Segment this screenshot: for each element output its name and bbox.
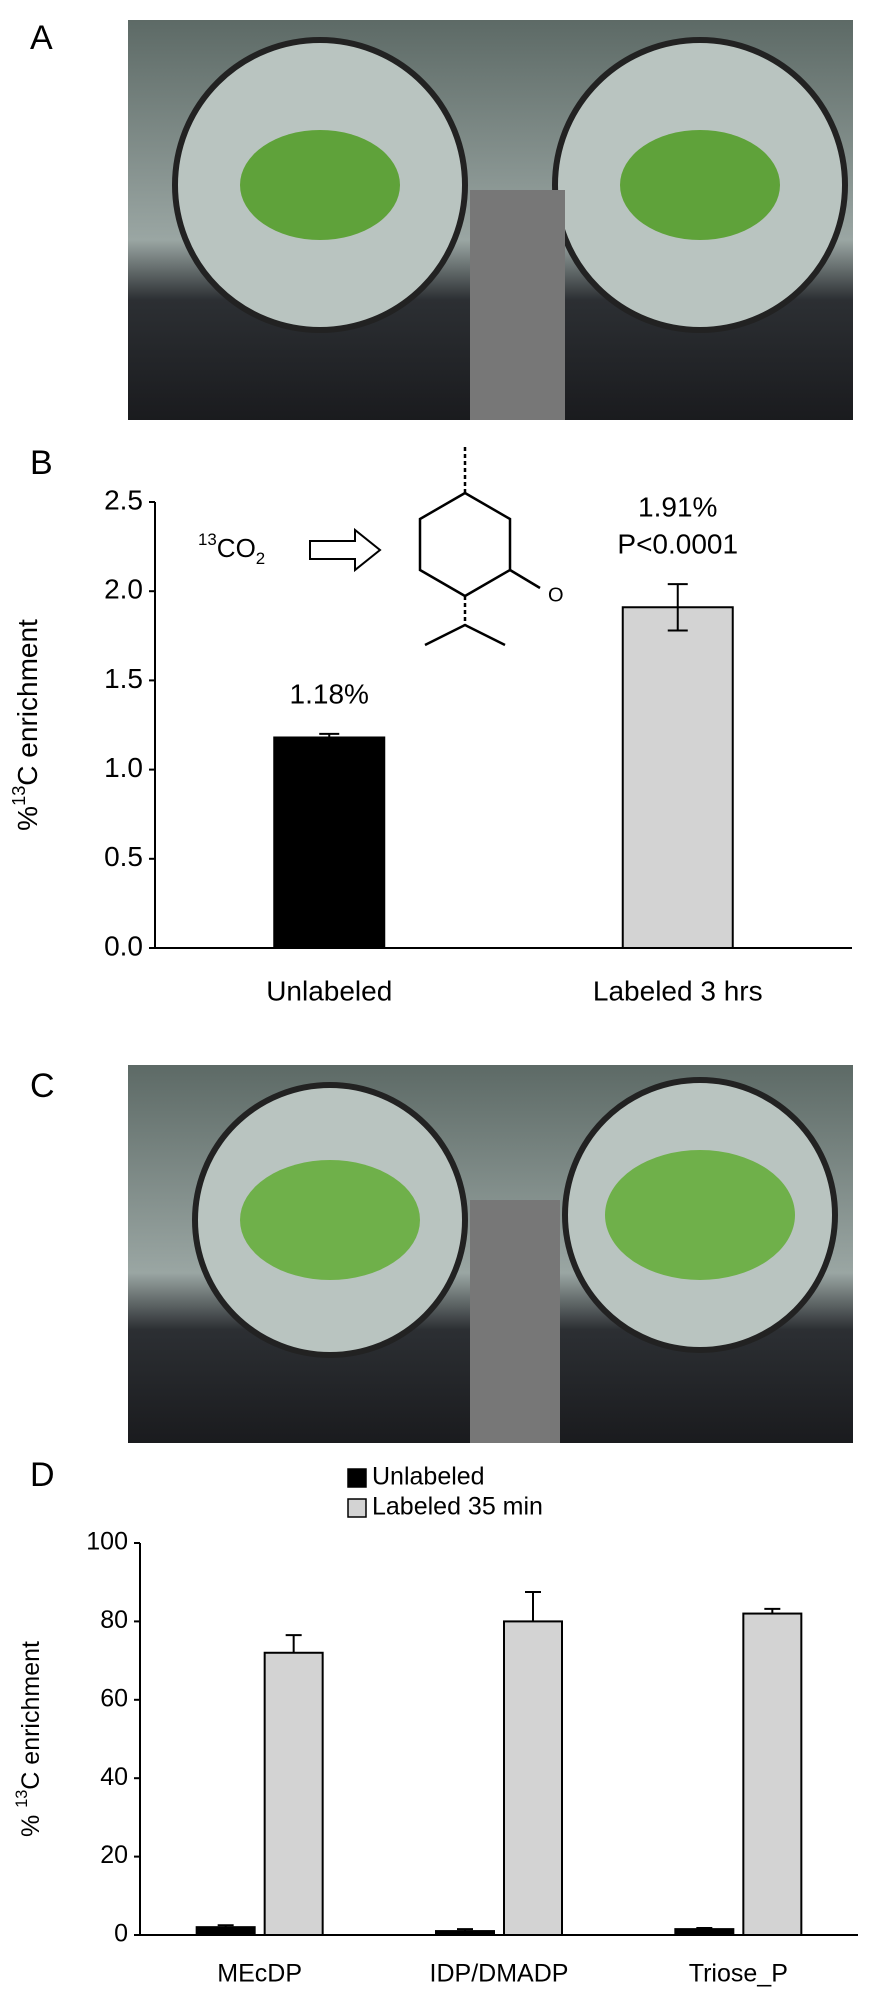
error-bar: [285, 1634, 302, 1653]
label-part: CO: [217, 533, 256, 563]
x-tick-label: IDP/DMADP: [430, 1960, 569, 1988]
photo-c: [128, 1065, 853, 1443]
label-part: C enrichment: [17, 1641, 45, 1790]
bar: [503, 1620, 563, 1937]
legend-swatch: [347, 1468, 367, 1488]
error-bar: [696, 1926, 713, 1930]
y-tick-label: 100: [86, 1528, 128, 1556]
label-part: %: [17, 1808, 45, 1837]
error-bar: [525, 1591, 541, 1622]
y-tick-label: 2.5: [104, 484, 143, 515]
error-bar: [319, 732, 340, 743]
label-part: 13: [198, 530, 217, 549]
label-part: %: [12, 806, 43, 831]
label-part: 13: [13, 1790, 31, 1808]
x-tick-label: Unlabeled: [266, 975, 392, 1006]
molecule: [418, 445, 541, 647]
label-part: 2: [256, 549, 265, 568]
bar: [273, 736, 386, 949]
label: %13C enrichment: [9, 619, 44, 831]
x-tick-label: MEcDP: [217, 1960, 302, 1988]
y-tick-label: 80: [100, 1606, 128, 1634]
y-tick-label: 0.5: [104, 841, 143, 872]
y-tick-label: 2.0: [104, 574, 143, 605]
bar: [435, 1930, 495, 1936]
atom-label: O: [548, 584, 564, 606]
y-tick-label: 40: [100, 1763, 128, 1791]
label-part: 13: [9, 786, 29, 806]
x-tick-label: Triose_P: [689, 1960, 788, 1988]
y-tick-label: 1.0: [104, 752, 143, 783]
y-tick-label: 60: [100, 1684, 128, 1712]
panel-label: A: [30, 19, 53, 57]
bar: [742, 1612, 803, 1937]
bar: [621, 606, 734, 949]
legend-label: Unlabeled: [372, 1463, 485, 1491]
label-part: C enrichment: [12, 619, 43, 786]
panel-label: B: [30, 444, 53, 482]
legend-label: Labeled 35 min: [372, 1493, 543, 1521]
error-bar: [764, 1607, 781, 1614]
panel-label: C: [30, 1067, 55, 1105]
y-tick-label: 0: [114, 1920, 128, 1948]
legend-swatch: [347, 1498, 367, 1518]
error-bar: [217, 1924, 234, 1928]
photo-a: [128, 20, 853, 420]
panel-label: D: [30, 1456, 55, 1494]
label: 13CO2: [198, 530, 265, 568]
arrow: [309, 527, 382, 573]
y-tick-label: 20: [100, 1841, 128, 1869]
y-tick-label: 0.0: [104, 930, 143, 961]
error-bar: [457, 1928, 473, 1932]
bar: [195, 1926, 256, 1937]
value-label: 1.91%: [638, 491, 717, 522]
y-tick-label: 1.5: [104, 663, 143, 694]
error-bar: [667, 583, 688, 632]
bar: [674, 1928, 735, 1936]
bar: [263, 1651, 324, 1936]
label: % 13C enrichment: [13, 1641, 44, 1837]
value-label: 1.18%: [290, 678, 369, 709]
x-tick-label: Labeled 3 hrs: [593, 975, 763, 1006]
annotation: P<0.0001: [617, 528, 738, 559]
